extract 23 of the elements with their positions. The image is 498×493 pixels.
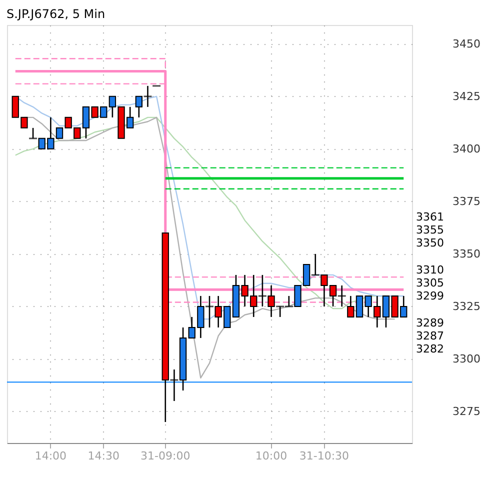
x-tick-label: 31-09:00	[140, 450, 190, 462]
y-tick-label: 3325	[452, 300, 480, 313]
text: 3282	[416, 342, 444, 356]
y-tick-label: 3350	[452, 247, 480, 260]
y-tick-label: 3375	[452, 194, 480, 208]
y-tick-label: 3425	[452, 90, 480, 103]
chart-title: S.JP.J6762, 5 Min	[6, 7, 106, 21]
text: 3299	[416, 289, 444, 302]
y-tick-label: 3400	[452, 142, 480, 156]
x-tick-label: 31-10:30	[299, 450, 350, 462]
text: 3310	[416, 263, 444, 276]
y-tick-label: 3300	[452, 352, 480, 366]
y-tick-label: 3275	[452, 404, 480, 418]
text: 3350	[416, 236, 444, 250]
text: 3355	[416, 223, 444, 236]
text: 3289	[416, 316, 444, 330]
x-tick-label: 14:00	[34, 450, 67, 462]
text: 3361	[416, 210, 444, 224]
text: 3305	[416, 276, 444, 290]
x-tick-label: 14:30	[88, 450, 120, 462]
x-tick-label: 10:00	[255, 450, 288, 462]
y-tick-label: 3450	[452, 37, 480, 50]
text: 3287	[416, 329, 444, 342]
